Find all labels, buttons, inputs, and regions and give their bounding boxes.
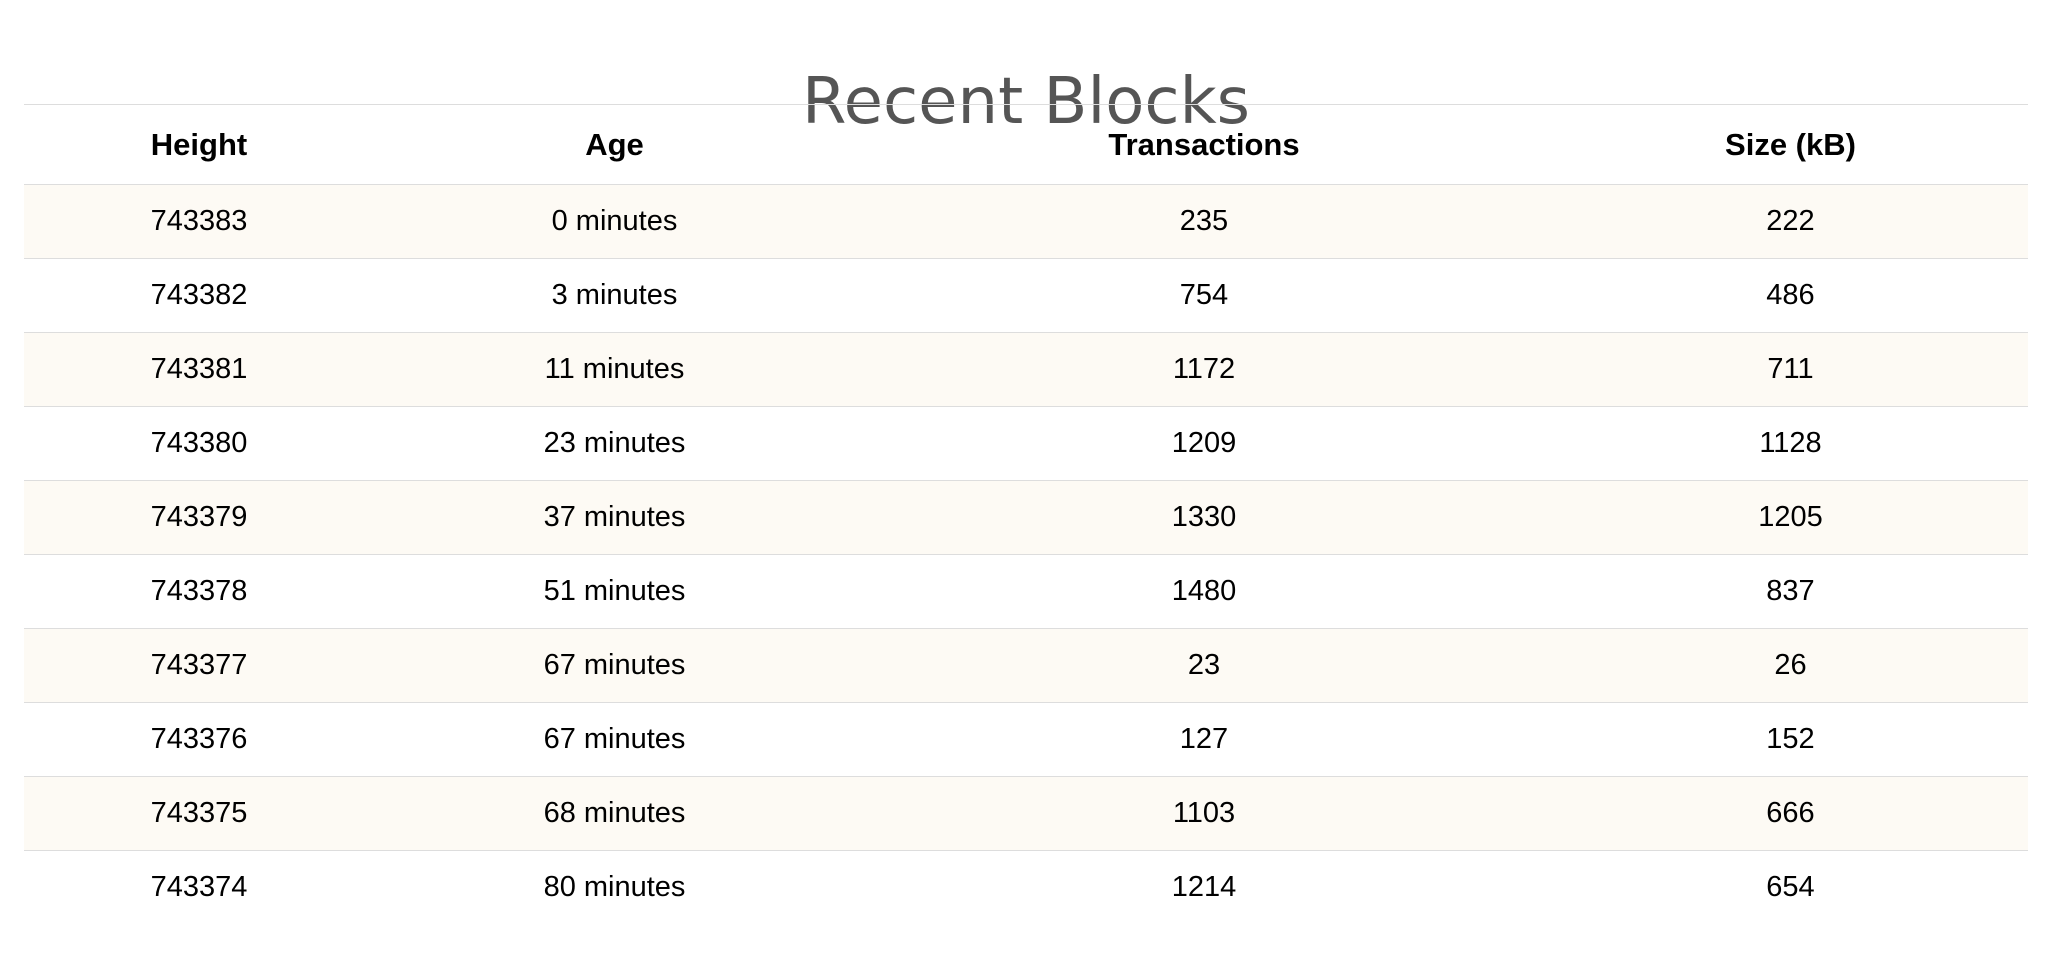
cell-size: 486 xyxy=(1553,258,2028,333)
cell-transactions: 754 xyxy=(855,258,1553,333)
cell-height: 743380 xyxy=(24,406,374,481)
cell-transactions: 23 xyxy=(855,628,1553,703)
cell-age: 37 minutes xyxy=(374,480,855,555)
table-header-row: Height Age Transactions Size (kB) xyxy=(24,104,2028,185)
cell-size: 666 xyxy=(1553,776,2028,851)
cell-height: 743376 xyxy=(24,702,374,777)
cell-transactions: 1214 xyxy=(1171,871,1237,903)
cell-age: 11 minutes xyxy=(374,332,855,407)
cell-transactions: 127 xyxy=(855,702,1553,777)
cell-height: 743377 xyxy=(24,628,374,703)
table-row: 743382 3 minutes 754 486 xyxy=(24,258,2028,333)
cell-height: 743383 xyxy=(24,184,374,259)
table-row: 743378 51 minutes 1480 837 xyxy=(24,554,2028,629)
cell-transactions: 1330 xyxy=(855,480,1553,555)
column-header-height: Height xyxy=(24,104,374,185)
column-header-age: Age xyxy=(374,104,855,185)
table-row: 743374 80 minutes 1214 654 xyxy=(24,851,2028,925)
cell-size: 1128 xyxy=(1553,406,2028,481)
cell-size: 837 xyxy=(1553,554,2028,629)
cell-size: 26 xyxy=(1553,628,2028,703)
cell-height: 743382 xyxy=(24,258,374,333)
cell-transactions: 1172 xyxy=(855,332,1553,407)
column-header-size: Size (kB) xyxy=(1553,104,2028,185)
table-row: 743380 23 minutes 1209 1128 xyxy=(24,406,2028,481)
table-body: 743383 0 minutes 235 222 743382 3 minute… xyxy=(24,184,2028,925)
cell-height: 743379 xyxy=(24,480,374,555)
cell-height: 743375 xyxy=(24,776,374,851)
cell-size: 1205 xyxy=(1553,480,2028,555)
table-row: 743376 67 minutes 127 152 xyxy=(24,702,2028,777)
cell-age: 80 minutes xyxy=(543,871,686,903)
cell-transactions: 235 xyxy=(855,184,1553,259)
cell-transactions: 1480 xyxy=(855,554,1553,629)
cell-age: 3 minutes xyxy=(374,258,855,333)
recent-blocks-table: Height Age Transactions Size (kB) 743383… xyxy=(24,104,2028,924)
cell-height: 743378 xyxy=(24,554,374,629)
table-header: Height Age Transactions Size (kB) xyxy=(24,104,2028,185)
cell-transactions: 1209 xyxy=(855,406,1553,481)
cell-size: 222 xyxy=(1553,184,2028,259)
cell-age: 67 minutes xyxy=(374,628,855,703)
table-row: 743381 11 minutes 1172 711 xyxy=(24,332,2028,407)
cell-transactions: 1103 xyxy=(855,776,1553,851)
table-row: 743375 68 minutes 1103 666 xyxy=(24,776,2028,851)
cell-age: 0 minutes xyxy=(374,184,855,259)
column-header-transactions: Transactions xyxy=(855,104,1553,185)
cell-age: 51 minutes xyxy=(374,554,855,629)
cell-size: 152 xyxy=(1553,702,2028,777)
cell-size: 654 xyxy=(1766,871,1815,903)
cell-size: 711 xyxy=(1553,332,2028,407)
table-row: 743377 67 minutes 23 26 xyxy=(24,628,2028,703)
table-row: 743379 37 minutes 1330 1205 xyxy=(24,480,2028,555)
cell-height: 743374 xyxy=(150,871,248,903)
table-row: 743383 0 minutes 235 222 xyxy=(24,184,2028,259)
cell-age: 67 minutes xyxy=(374,702,855,777)
cell-height: 743381 xyxy=(24,332,374,407)
cell-age: 68 minutes xyxy=(374,776,855,851)
cell-age: 23 minutes xyxy=(374,406,855,481)
